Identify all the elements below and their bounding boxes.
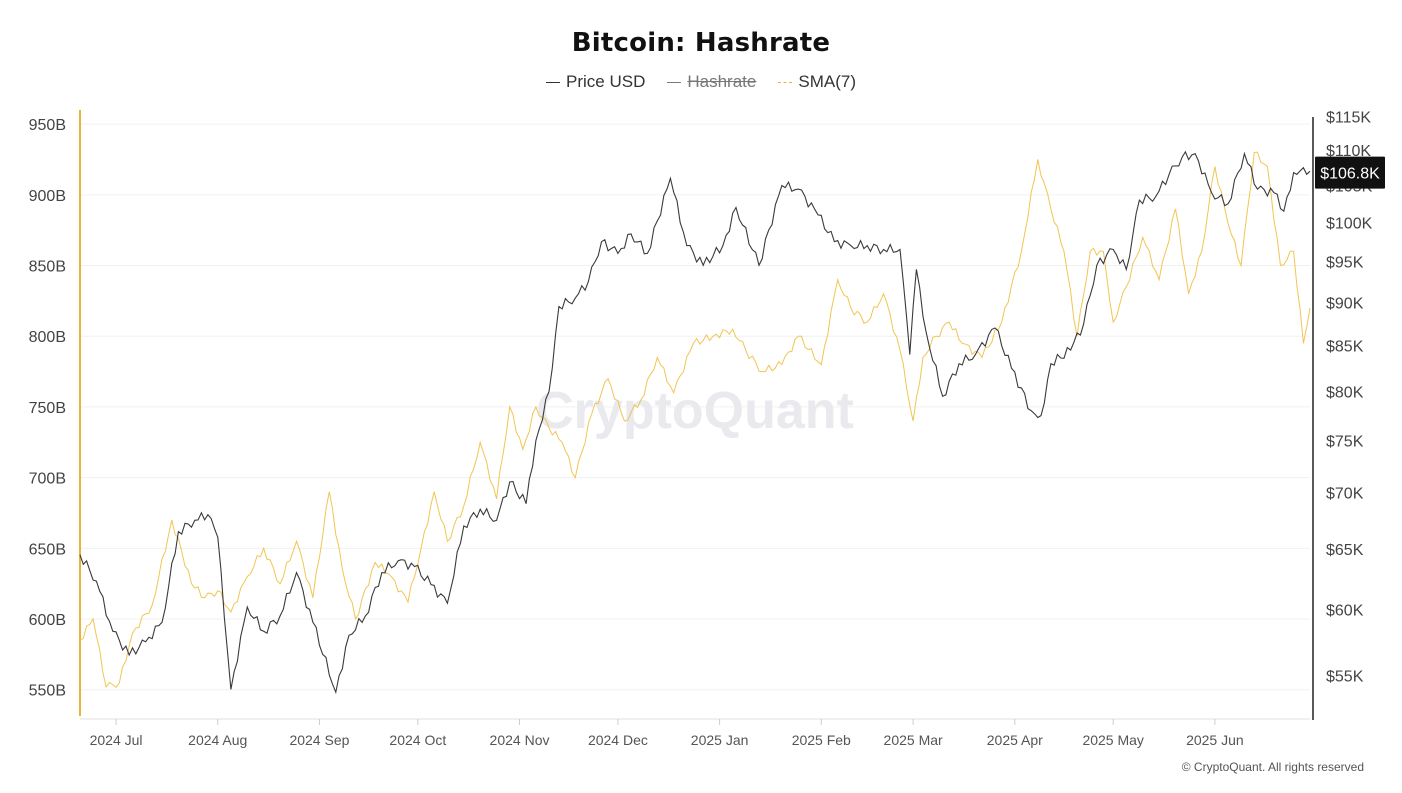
y-right-tick-label: $85K bbox=[1326, 339, 1364, 356]
legend-label-price: Price USD bbox=[566, 72, 646, 91]
legend-swatch-price bbox=[546, 81, 561, 83]
y-left-tick-label: 850B bbox=[29, 259, 66, 276]
y-left-tick-label: 650B bbox=[29, 541, 66, 558]
y-left-tick-label: 950B bbox=[29, 117, 66, 134]
current-price-label: $106.8K bbox=[1320, 166, 1380, 183]
x-tick-label: 2024 Jul bbox=[90, 732, 143, 748]
x-tick-label: 2025 Feb bbox=[792, 732, 851, 748]
current-price-badge bbox=[1315, 156, 1385, 189]
x-tick-label: 2024 Aug bbox=[188, 732, 247, 748]
y-right-tick-label: $110K bbox=[1326, 143, 1371, 160]
legend-item-price[interactable]: Price USD bbox=[546, 72, 645, 92]
legend-item-sma[interactable]: SMA(7) bbox=[778, 72, 856, 92]
x-tick-label: 2025 Apr bbox=[987, 732, 1043, 748]
x-tick-label: 2024 Oct bbox=[389, 732, 446, 748]
y-right-tick-label: $100K bbox=[1326, 215, 1373, 232]
x-tick-label: 2024 Sep bbox=[289, 732, 349, 748]
y-right-tick-label: $95K bbox=[1326, 254, 1364, 271]
y-right-tick-label: $60K bbox=[1326, 603, 1364, 620]
y-right-tick-label: $80K bbox=[1326, 385, 1364, 402]
y-left-tick-label: 550B bbox=[29, 683, 66, 700]
x-tick-label: 2025 Jan bbox=[691, 732, 749, 748]
x-tick-label: 2025 May bbox=[1082, 732, 1143, 748]
watermark-text: CryptoQuant bbox=[536, 382, 854, 440]
x-tick-label: 2024 Dec bbox=[588, 732, 648, 748]
y-right-tick-label: $75K bbox=[1326, 433, 1364, 450]
y-right-tick-label: $65K bbox=[1326, 542, 1364, 559]
y-right-tick-label: $55K bbox=[1326, 668, 1364, 685]
legend-label-hashrate: Hashrate bbox=[687, 72, 757, 91]
legend-swatch-sma bbox=[778, 81, 793, 83]
x-tick-label: 2025 Mar bbox=[884, 732, 943, 748]
copyright-text: © CryptoQuant. All rights reserved bbox=[1181, 760, 1364, 774]
y-right-tick-label: $90K bbox=[1326, 295, 1364, 312]
y-left-tick-label: 600B bbox=[29, 612, 66, 629]
legend-swatch-hashrate bbox=[667, 81, 682, 83]
y-left-tick-label: 800B bbox=[29, 329, 66, 346]
y-left-tick-label: 700B bbox=[29, 471, 66, 488]
legend-label-sma: SMA(7) bbox=[798, 72, 856, 91]
x-tick-label: 2024 Nov bbox=[490, 732, 550, 748]
y-right-tick-label: $115K bbox=[1326, 110, 1371, 127]
chart-legend: Price USD Hashrate SMA(7) bbox=[0, 72, 1402, 92]
y-left-tick-label: 750B bbox=[29, 400, 66, 417]
chart-title: Bitcoin: Hashrate bbox=[571, 28, 831, 58]
sma-series-line bbox=[79, 151, 1311, 689]
price-series-line bbox=[79, 150, 1311, 695]
legend-item-hashrate[interactable]: Hashrate bbox=[667, 72, 756, 92]
y-left-tick-label: 900B bbox=[29, 188, 66, 205]
y-right-tick-label: $70K bbox=[1326, 486, 1364, 503]
x-tick-label: 2025 Jun bbox=[1186, 732, 1244, 748]
